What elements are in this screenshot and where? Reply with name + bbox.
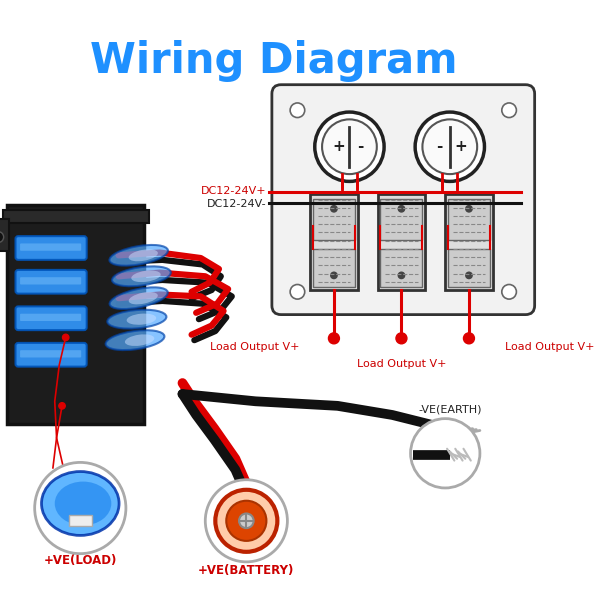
- Circle shape: [396, 333, 407, 344]
- Bar: [3, 209, 149, 223]
- FancyBboxPatch shape: [20, 244, 81, 251]
- Ellipse shape: [127, 314, 156, 325]
- Circle shape: [422, 119, 477, 174]
- Ellipse shape: [107, 310, 166, 329]
- Circle shape: [290, 103, 305, 118]
- Text: DC12-24V-: DC12-24V-: [207, 199, 266, 209]
- Bar: [310, 194, 358, 290]
- Text: Load Output V+: Load Output V+: [505, 343, 595, 352]
- Bar: [313, 249, 355, 287]
- Text: -VE(EARTH): -VE(EARTH): [418, 404, 482, 415]
- Circle shape: [398, 272, 404, 278]
- Text: DC12-24V+: DC12-24V+: [201, 187, 266, 196]
- Circle shape: [59, 403, 65, 409]
- FancyBboxPatch shape: [20, 314, 81, 321]
- Text: +VE(BATTERY): +VE(BATTERY): [198, 565, 295, 577]
- Text: Load Output V+: Load Output V+: [210, 343, 299, 352]
- Text: +: +: [454, 139, 467, 154]
- Ellipse shape: [109, 245, 168, 266]
- Text: +: +: [332, 139, 345, 154]
- Bar: [380, 199, 422, 240]
- Circle shape: [415, 112, 484, 181]
- Circle shape: [239, 514, 254, 528]
- Bar: [448, 249, 490, 287]
- Circle shape: [502, 103, 517, 118]
- Circle shape: [322, 119, 377, 174]
- FancyBboxPatch shape: [16, 270, 86, 293]
- Bar: [7, 205, 144, 424]
- Circle shape: [463, 333, 475, 344]
- Bar: [378, 194, 425, 290]
- Circle shape: [215, 490, 277, 552]
- Circle shape: [205, 480, 287, 562]
- Circle shape: [328, 333, 340, 344]
- Bar: [448, 199, 490, 240]
- Ellipse shape: [125, 334, 154, 346]
- Text: -: -: [357, 139, 364, 154]
- Ellipse shape: [128, 292, 158, 304]
- Ellipse shape: [41, 472, 119, 535]
- FancyBboxPatch shape: [20, 350, 81, 358]
- FancyBboxPatch shape: [16, 236, 86, 260]
- Ellipse shape: [106, 330, 164, 350]
- FancyBboxPatch shape: [16, 343, 86, 367]
- Bar: [445, 194, 493, 290]
- Circle shape: [35, 463, 126, 554]
- Ellipse shape: [128, 250, 158, 261]
- Circle shape: [226, 501, 266, 541]
- Circle shape: [410, 419, 480, 488]
- Ellipse shape: [131, 271, 161, 282]
- Circle shape: [502, 284, 517, 299]
- FancyBboxPatch shape: [20, 277, 81, 284]
- Circle shape: [62, 334, 69, 341]
- Text: Load Output V+: Load Output V+: [356, 359, 446, 369]
- Ellipse shape: [112, 266, 171, 286]
- Circle shape: [398, 206, 404, 212]
- Bar: [313, 199, 355, 240]
- Circle shape: [0, 232, 4, 242]
- Text: +VE(LOAD): +VE(LOAD): [44, 554, 117, 568]
- Bar: [0, 219, 9, 251]
- FancyBboxPatch shape: [16, 307, 86, 330]
- Ellipse shape: [110, 287, 168, 309]
- Circle shape: [290, 284, 305, 299]
- Circle shape: [331, 272, 337, 278]
- Text: Wiring Diagram: Wiring Diagram: [90, 40, 457, 82]
- FancyBboxPatch shape: [272, 85, 535, 314]
- Bar: [70, 515, 92, 526]
- Circle shape: [466, 272, 472, 278]
- Circle shape: [466, 206, 472, 212]
- Text: -: -: [436, 139, 442, 154]
- Circle shape: [315, 112, 384, 181]
- Circle shape: [331, 206, 337, 212]
- Bar: [380, 249, 422, 287]
- Ellipse shape: [55, 482, 112, 526]
